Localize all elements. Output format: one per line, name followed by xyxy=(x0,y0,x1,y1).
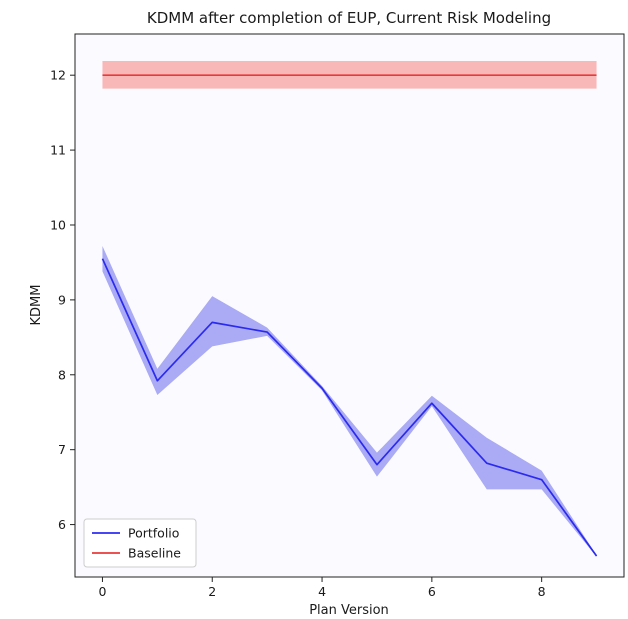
y-tick-label: 10 xyxy=(50,217,66,232)
x-tick-label: 8 xyxy=(538,584,546,599)
x-axis-label: Plan Version xyxy=(309,603,389,618)
series-lines xyxy=(101,74,598,557)
y-tick-label: 8 xyxy=(58,367,66,382)
legend-label-portfolio: Portfolio xyxy=(128,526,179,541)
y-axis-label: KDMM xyxy=(29,285,44,326)
legend: Portfolio Baseline xyxy=(83,518,197,568)
plot-frame xyxy=(74,33,625,578)
series-band-portfolio xyxy=(102,245,597,557)
y-tick-label: 11 xyxy=(50,143,66,158)
y-tick-label: 12 xyxy=(50,68,66,83)
y-tick-label: 7 xyxy=(58,442,66,457)
x-tick-label: 4 xyxy=(318,584,326,599)
legend-box xyxy=(83,518,197,568)
x-tick-label: 2 xyxy=(208,584,216,599)
x-axis: 0 2 4 6 8 xyxy=(98,577,546,599)
x-tick-label: 0 xyxy=(98,584,106,599)
legend-label-baseline: Baseline xyxy=(128,546,181,561)
y-tick-label: 9 xyxy=(58,292,66,307)
y-axis: 6 7 8 9 10 11 12 xyxy=(50,68,75,532)
x-tick-label: 6 xyxy=(428,584,436,599)
series-line-portfolio xyxy=(101,258,598,557)
plot-area xyxy=(75,34,624,577)
y-tick-label: 6 xyxy=(58,517,66,532)
chart-title: KDMM after completion of EUP, Current Ri… xyxy=(147,9,551,27)
